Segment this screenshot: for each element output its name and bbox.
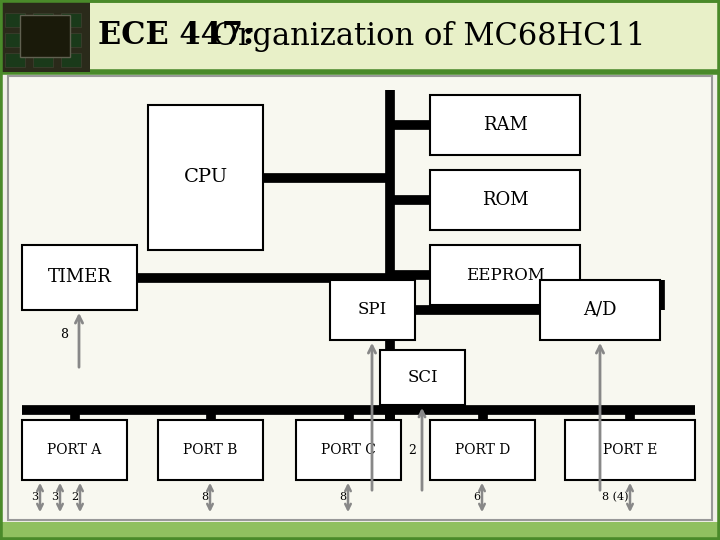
Text: 8: 8 bbox=[339, 492, 346, 503]
Text: 2: 2 bbox=[71, 492, 78, 503]
Bar bbox=[5, 13, 25, 27]
Bar bbox=[61, 33, 81, 47]
Bar bbox=[148, 105, 263, 250]
Text: Organization of MC68HC11: Organization of MC68HC11 bbox=[203, 21, 646, 51]
Text: 3: 3 bbox=[51, 492, 58, 503]
Bar bbox=[8, 76, 712, 520]
Bar bbox=[22, 245, 137, 310]
Text: ROM: ROM bbox=[482, 191, 528, 209]
Bar bbox=[430, 420, 535, 480]
Text: PORT B: PORT B bbox=[184, 443, 238, 457]
Text: PORT E: PORT E bbox=[603, 443, 657, 457]
Bar bbox=[20, 15, 70, 57]
Text: ECE 447:: ECE 447: bbox=[98, 21, 254, 51]
Bar bbox=[61, 53, 81, 67]
Text: PORT D: PORT D bbox=[455, 443, 510, 457]
Bar bbox=[330, 280, 415, 340]
Text: A/D: A/D bbox=[583, 301, 617, 319]
Text: PORT A: PORT A bbox=[48, 443, 102, 457]
Bar bbox=[33, 33, 53, 47]
Text: 8 (4): 8 (4) bbox=[607, 423, 637, 436]
Bar bbox=[430, 245, 580, 305]
Bar bbox=[0, 522, 720, 540]
Text: 8 (4): 8 (4) bbox=[601, 492, 628, 503]
Text: RAM: RAM bbox=[482, 116, 528, 134]
Bar bbox=[0, 0, 90, 72]
Text: EEPROM: EEPROM bbox=[466, 267, 544, 284]
Text: PORT C: PORT C bbox=[321, 443, 376, 457]
Text: TIMER: TIMER bbox=[48, 268, 112, 287]
Text: 2: 2 bbox=[408, 443, 416, 456]
Bar bbox=[565, 420, 695, 480]
Bar bbox=[22, 420, 127, 480]
Text: 3: 3 bbox=[31, 492, 38, 503]
Text: 8: 8 bbox=[201, 492, 208, 503]
Bar bbox=[5, 33, 25, 47]
Bar bbox=[296, 420, 401, 480]
Text: 6: 6 bbox=[473, 492, 480, 503]
Text: CPU: CPU bbox=[184, 168, 228, 186]
Text: 8: 8 bbox=[60, 328, 68, 341]
Bar bbox=[0, 0, 720, 72]
Bar bbox=[430, 95, 580, 155]
Text: SCI: SCI bbox=[408, 369, 438, 386]
Bar bbox=[158, 420, 263, 480]
Bar bbox=[33, 13, 53, 27]
Bar bbox=[5, 53, 25, 67]
Bar bbox=[380, 350, 465, 405]
Bar bbox=[540, 280, 660, 340]
Bar bbox=[430, 170, 580, 230]
Bar bbox=[61, 13, 81, 27]
Text: SPI: SPI bbox=[358, 301, 387, 319]
Text: 4: 4 bbox=[355, 443, 363, 456]
Bar bbox=[33, 53, 53, 67]
